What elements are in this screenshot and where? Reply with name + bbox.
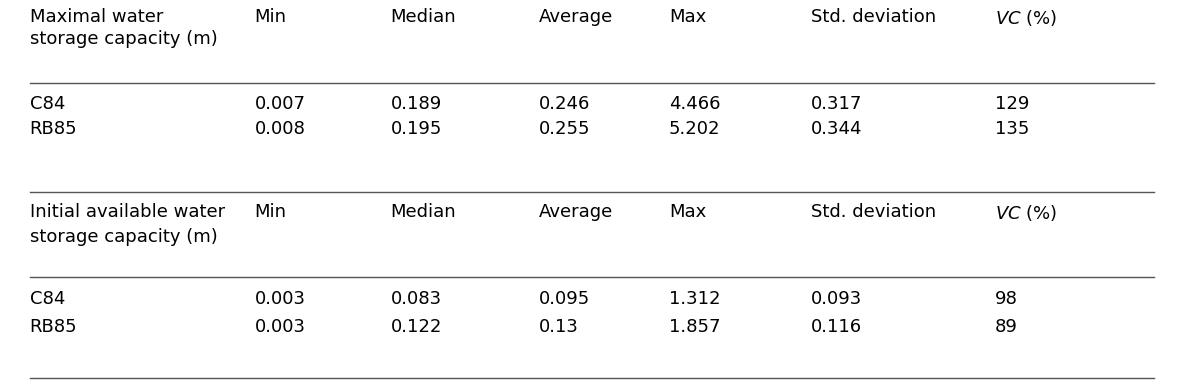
Text: Min: Min [255, 203, 287, 221]
Text: 0.003: 0.003 [255, 290, 305, 308]
Text: storage capacity (m): storage capacity (m) [30, 30, 218, 48]
Text: $\mathit{VC}$ (%): $\mathit{VC}$ (%) [995, 203, 1057, 223]
Text: Average: Average [539, 8, 613, 26]
Text: C84: C84 [30, 290, 65, 308]
Text: Min: Min [255, 8, 287, 26]
Text: 0.195: 0.195 [391, 120, 442, 138]
Text: Max: Max [669, 8, 706, 26]
Text: RB85: RB85 [30, 318, 77, 336]
Text: storage capacity (m): storage capacity (m) [30, 228, 218, 246]
Text: 129: 129 [995, 95, 1029, 113]
Text: 0.003: 0.003 [255, 318, 305, 336]
Text: Median: Median [391, 8, 456, 26]
Text: 1.312: 1.312 [669, 290, 720, 308]
Text: 0.083: 0.083 [391, 290, 442, 308]
Text: Average: Average [539, 203, 613, 221]
Text: 89: 89 [995, 318, 1017, 336]
Text: 0.116: 0.116 [811, 318, 862, 336]
Text: 0.008: 0.008 [255, 120, 305, 138]
Text: 4.466: 4.466 [669, 95, 720, 113]
Text: 0.13: 0.13 [539, 318, 579, 336]
Text: 0.344: 0.344 [811, 120, 862, 138]
Text: 135: 135 [995, 120, 1029, 138]
Text: Max: Max [669, 203, 706, 221]
Text: 0.093: 0.093 [811, 290, 862, 308]
Text: 1.857: 1.857 [669, 318, 720, 336]
Text: 0.189: 0.189 [391, 95, 442, 113]
Text: C84: C84 [30, 95, 65, 113]
Text: Std. deviation: Std. deviation [811, 203, 937, 221]
Text: Initial available water: Initial available water [30, 203, 225, 221]
Text: 0.317: 0.317 [811, 95, 862, 113]
Text: Std. deviation: Std. deviation [811, 8, 937, 26]
Text: 0.007: 0.007 [255, 95, 305, 113]
Text: 98: 98 [995, 290, 1017, 308]
Text: 0.255: 0.255 [539, 120, 590, 138]
Text: Median: Median [391, 203, 456, 221]
Text: $\mathit{VC}$ (%): $\mathit{VC}$ (%) [995, 8, 1057, 28]
Text: 5.202: 5.202 [669, 120, 720, 138]
Text: RB85: RB85 [30, 120, 77, 138]
Text: 0.246: 0.246 [539, 95, 590, 113]
Text: Maximal water: Maximal water [30, 8, 163, 26]
Text: 0.122: 0.122 [391, 318, 442, 336]
Text: 0.095: 0.095 [539, 290, 590, 308]
